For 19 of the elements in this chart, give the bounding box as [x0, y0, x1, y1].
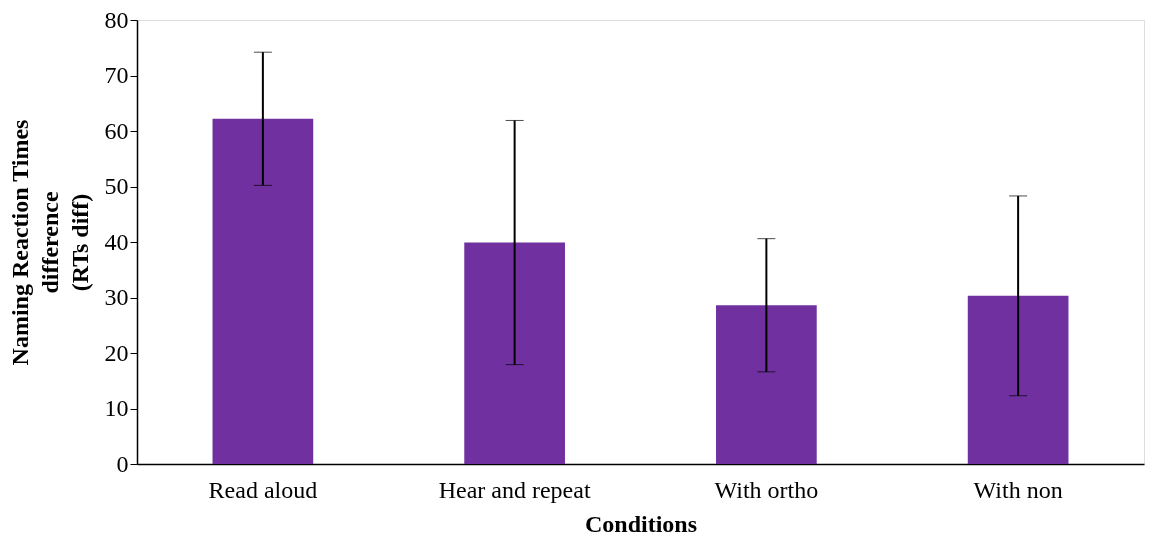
y-tick-label: 80: [104, 6, 129, 33]
y-tick-label: 60: [104, 117, 129, 144]
y-tick-label: 40: [104, 228, 129, 255]
bar: [212, 118, 314, 464]
y-tick-label: 20: [104, 339, 129, 366]
x-tick-label: With ortho: [714, 476, 819, 503]
y-tick-label: 10: [104, 395, 129, 421]
y-tick-label: 50: [104, 173, 129, 199]
bar: [716, 305, 817, 464]
bar: [464, 242, 565, 464]
x-axis-title: Conditions: [584, 510, 698, 537]
y-tick-label: 0: [116, 450, 129, 477]
y-tick-label: 30: [104, 284, 129, 310]
x-tick-label: Read aloud: [208, 476, 318, 503]
y-tick-label: 70: [104, 62, 129, 88]
x-tick-label: With non: [973, 476, 1063, 503]
x-tick-label: Hear and repeat: [438, 476, 591, 503]
y-axis-title: Naming Reaction Times difference (RTs diff): [6, 119, 93, 366]
bar: [967, 295, 1069, 464]
